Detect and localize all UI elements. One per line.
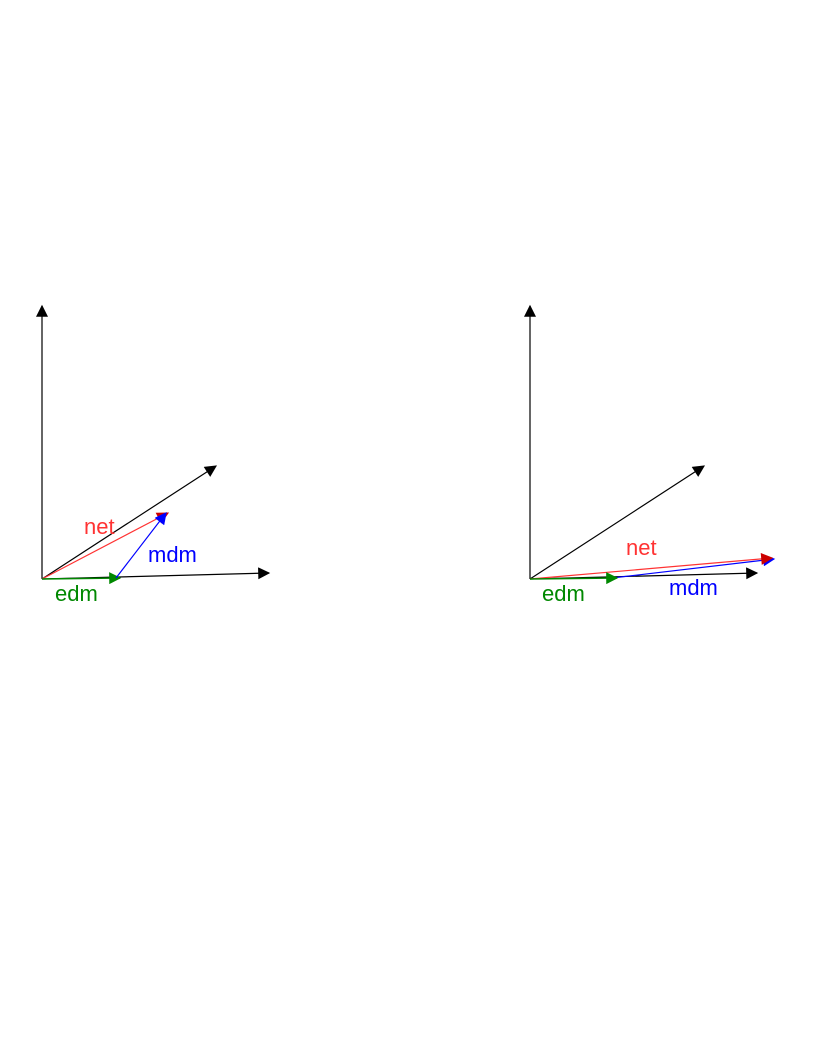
left-net-label: net: [84, 514, 115, 539]
right-diagram: net mdm edm: [524, 304, 776, 606]
right-mdm-label: mdm: [669, 575, 718, 600]
right-mdm-vector: [611, 554, 776, 579]
right-edm-vector: [529, 572, 619, 585]
left-mdm-label: mdm: [148, 542, 197, 567]
right-net-label: net: [626, 535, 657, 560]
left-edm-vector: [41, 572, 122, 585]
left-diagram: net mdm edm: [36, 304, 271, 606]
left-diagonal-axis: [41, 465, 218, 580]
left-net-vector: [41, 512, 170, 580]
left-edm-label: edm: [55, 581, 98, 606]
right-edm-label: edm: [542, 581, 585, 606]
right-net-vector: [529, 552, 774, 580]
left-mdm-vector: [115, 512, 167, 579]
right-diagonal-axis: [529, 465, 706, 580]
